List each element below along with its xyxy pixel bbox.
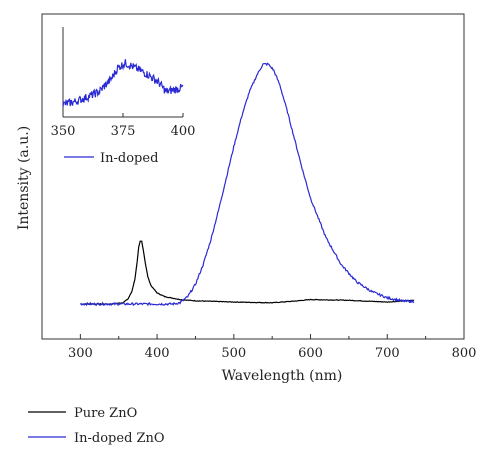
inset-x-tick-label-400: 400 bbox=[171, 124, 196, 139]
inset-legend: In-doped bbox=[64, 151, 158, 166]
x-tick-label-800: 800 bbox=[452, 346, 477, 361]
chart-legend: Pure ZnO In-doped ZnO bbox=[28, 406, 165, 446]
main-series-group bbox=[79, 62, 415, 307]
x-tick-label-400: 400 bbox=[145, 346, 170, 361]
series-pure-zno-line bbox=[80, 240, 415, 305]
inset-series-in-doped-line bbox=[62, 59, 184, 108]
legend-label-pure-zno: Pure ZnO bbox=[74, 406, 137, 421]
inset-plot: 350 375 400 bbox=[51, 27, 196, 139]
x-axis-label: Wavelength (nm) bbox=[222, 368, 343, 384]
x-tick-label-600: 600 bbox=[298, 346, 323, 361]
main-axis-ticks: 300 400 500 600 700 800 bbox=[41, 334, 477, 361]
inset-frame bbox=[63, 27, 183, 117]
plot-frame bbox=[41, 13, 465, 340]
x-tick-label-300: 300 bbox=[68, 346, 93, 361]
inset-x-tick-label-350: 350 bbox=[51, 124, 76, 139]
inset-legend-label: In-doped bbox=[100, 151, 158, 166]
inset-axis-ticks: 350 375 400 bbox=[51, 113, 196, 139]
x-tick-label-500: 500 bbox=[221, 346, 246, 361]
y-axis-label: Intensity (a.u.) bbox=[16, 126, 32, 230]
x-tick-label-700: 700 bbox=[375, 346, 400, 361]
series-in-doped-zno-line bbox=[79, 62, 415, 307]
legend-label-in-doped-zno: In-doped ZnO bbox=[74, 431, 165, 446]
inset-x-tick-label-375: 375 bbox=[111, 124, 136, 139]
inset-series-group bbox=[62, 59, 184, 108]
